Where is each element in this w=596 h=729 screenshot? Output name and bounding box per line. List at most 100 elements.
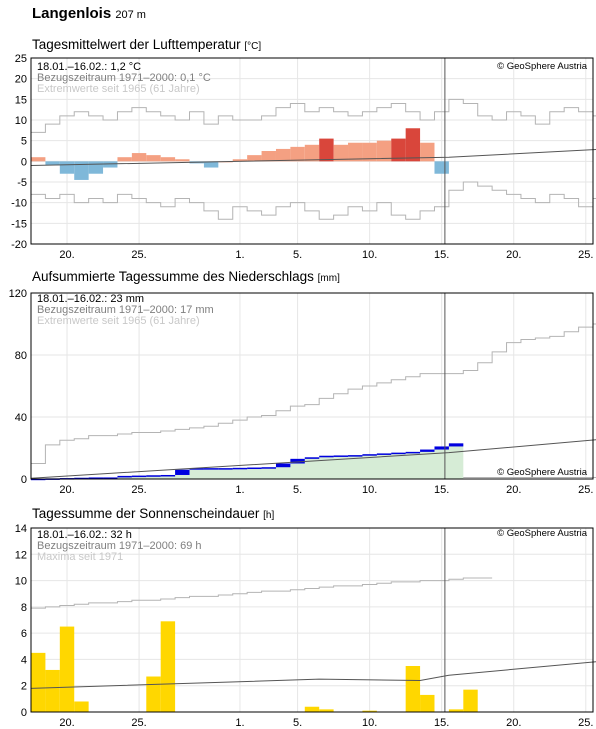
sunshine-copyright: © GeoSphere Austria xyxy=(497,528,588,539)
precipitation-bar xyxy=(348,455,363,457)
extreme-max-line xyxy=(31,323,596,464)
x-tick-label: 1. xyxy=(235,484,244,496)
precipitation-bar xyxy=(117,475,132,478)
sunshine-y-ticks: 0 2 4 6 8 10 12 14 xyxy=(15,523,27,719)
temperature-bar xyxy=(376,140,392,162)
x-tick-label: 5. xyxy=(293,249,302,261)
y-tick-label: -5 xyxy=(17,177,27,189)
x-tick-label: 25. xyxy=(131,484,146,496)
temperature-bar xyxy=(362,142,377,162)
x-tick-label: 15. xyxy=(434,717,449,729)
x-tick-label: 25. xyxy=(578,249,593,261)
precipitation-bar xyxy=(88,477,104,479)
y-tick-label: 0 xyxy=(21,707,27,719)
y-tick-label: 10 xyxy=(15,576,27,588)
temperature-bar xyxy=(420,142,435,162)
sunshine-bar xyxy=(74,701,89,712)
precipitation-extremes-info: Extremwerte seit 1965 (61 Jahre) xyxy=(37,315,200,327)
sunshine-bar xyxy=(160,621,176,712)
temperature-bar xyxy=(175,159,190,162)
temperature-bar xyxy=(290,146,305,162)
precipitation-bar xyxy=(434,446,449,450)
x-tick-label: 10. xyxy=(362,484,377,496)
x-tick-label: 10. xyxy=(362,249,377,261)
precipitation-bar xyxy=(319,455,334,458)
y-tick-label: 0 xyxy=(21,474,27,486)
temperature-bar xyxy=(88,161,104,174)
precipitation-bar xyxy=(405,451,421,454)
precipitation-bar xyxy=(448,443,464,447)
y-tick-label: 20 xyxy=(15,74,27,86)
temperature-bar xyxy=(146,155,161,162)
station-elevation: 207 m xyxy=(115,9,146,21)
temperature-copyright: © GeoSphere Austria xyxy=(497,61,588,72)
precipitation-bar xyxy=(362,454,377,456)
plot-frame xyxy=(30,292,594,480)
x-tick-label: 20. xyxy=(506,249,521,261)
temperature-bar xyxy=(247,155,262,162)
precipitation-bar xyxy=(275,463,291,468)
y-tick-label: 80 xyxy=(15,350,27,362)
temperature-bar xyxy=(319,138,334,162)
extreme-min-line xyxy=(31,181,596,220)
x-tick-label: 20. xyxy=(59,717,74,729)
precipitation-bar xyxy=(290,458,305,464)
x-tick-label: 25. xyxy=(131,249,146,261)
sunshine-period-info: 18.01.–16.02.: 32 h xyxy=(37,529,132,541)
x-tick-label: 20. xyxy=(506,717,521,729)
plot-frame xyxy=(30,57,594,245)
sunshine-bar xyxy=(146,676,161,712)
x-tick-label: 15. xyxy=(434,484,449,496)
y-tick-label: 15 xyxy=(15,94,27,106)
x-tick-label: 20. xyxy=(506,484,521,496)
precipitation-bar xyxy=(376,453,392,455)
station-header: Langenlois 207 m xyxy=(32,5,146,22)
y-tick-label: 14 xyxy=(15,523,27,535)
x-tick-label: 20. xyxy=(59,249,74,261)
y-tick-label: 8 xyxy=(21,602,27,614)
temperature-bar xyxy=(348,142,363,162)
precipitation-x-ticks: 20. 25. 1. 5. 10. 15. 20. 25. xyxy=(59,484,593,496)
temperature-x-ticks: 20. 25. 1. 5. 10. 15. 20. 25. xyxy=(59,249,593,261)
precipitation-bar xyxy=(175,469,190,475)
x-tick-label: 25. xyxy=(578,717,593,729)
sunshine-reference-info: Bezugszeitraum 1971–2000: 69 h xyxy=(37,540,202,552)
temperature-bar xyxy=(31,157,46,162)
sunshine-bar xyxy=(59,626,75,712)
x-tick-label: 25. xyxy=(578,484,593,496)
x-tick-label: 5. xyxy=(293,717,302,729)
x-tick-label: 5. xyxy=(293,484,302,496)
sunshine-chart: Tagessumme der Sonnenscheindauer [h] 0 2 4… xyxy=(15,506,596,729)
precipitation-bar xyxy=(218,468,233,470)
y-tick-label: 25 xyxy=(15,53,27,65)
temperature-bar xyxy=(275,148,291,162)
reference-line xyxy=(30,661,596,689)
maxima-line xyxy=(31,577,493,609)
sunshine-bar xyxy=(362,710,377,712)
sunshine-bar xyxy=(420,694,435,712)
y-tick-label: 12 xyxy=(15,549,27,561)
temperature-chart: Tagesmittelwert der Lufttemperatur [°C] … xyxy=(11,37,596,261)
station-name: Langenlois xyxy=(32,5,112,22)
precipitation-bar xyxy=(420,449,435,452)
precipitation-bar xyxy=(232,467,248,470)
temperature-extremes-info: Extremwerte seit 1965 (61 Jahre) xyxy=(37,83,200,95)
sunshine-bar xyxy=(31,652,46,712)
x-tick-label: 20. xyxy=(59,484,74,496)
temperature-bar xyxy=(59,161,75,174)
y-tick-label: 4 xyxy=(21,654,27,666)
precipitation-area xyxy=(31,443,464,479)
precipitation-copyright: © GeoSphere Austria xyxy=(497,467,588,478)
temperature-bar xyxy=(232,159,248,162)
temperature-bar xyxy=(160,157,176,162)
y-tick-label: -20 xyxy=(11,239,27,251)
extreme-max-line xyxy=(31,98,596,133)
sunshine-bar xyxy=(319,709,334,712)
precipitation-bar xyxy=(131,475,147,478)
sunshine-chart-title: Tagessumme der Sonnenscheindauer [h] xyxy=(32,506,274,521)
reference-line xyxy=(30,149,596,166)
sunshine-bar xyxy=(448,709,464,712)
temperature-bar xyxy=(405,128,421,162)
